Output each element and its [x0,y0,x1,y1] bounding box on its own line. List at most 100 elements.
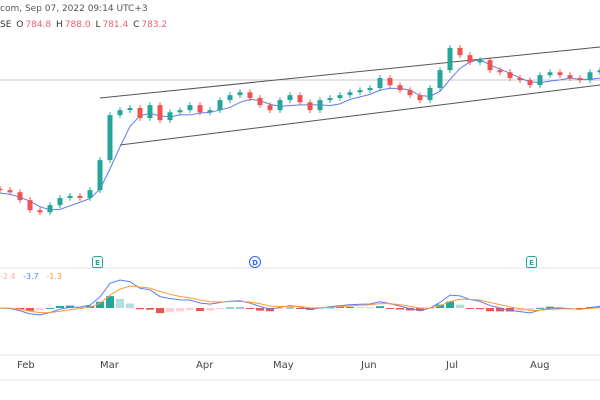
macd-histogram-bar [296,308,304,309]
candle-body [537,75,543,86]
macd-histogram-bar [126,303,134,308]
candle-body [237,92,243,96]
macd-histogram-bar [26,308,34,311]
candle-body [437,70,443,88]
candle-body [527,80,533,86]
macd-histogram-bar [306,308,314,310]
macd-line [0,279,600,316]
channel-upper-line [99,46,600,99]
macd-hist-value: -2.4 [0,272,16,281]
candle-body [327,98,333,101]
candle-body [337,95,343,98]
macd-histogram-bar [286,307,294,309]
macd-histogram-bar [216,308,224,309]
candle-body [577,78,583,81]
close-label: C [133,20,140,30]
macd-histogram-bar [196,308,204,312]
macd-histogram-bar [526,308,534,311]
candle-body [227,95,233,101]
ohlc-legend: SE O 784.8 H 788.0 L 781.4 C 783.2 [0,20,169,30]
price-chart[interactable] [0,0,600,356]
macd-histogram-bar [366,307,374,309]
candle-body [587,72,593,81]
earnings-event-icon[interactable]: E [92,256,103,268]
candle-body [37,210,43,213]
candle-body [457,48,463,56]
macd-histogram-bar [506,308,514,312]
macd-histogram-bar [446,301,454,308]
macd-histogram-bar [496,308,504,312]
macd-histogram-bar [416,308,424,311]
candle-body [287,95,293,101]
open-value: 784.8 [25,20,52,30]
macd-histogram-bar [36,308,44,311]
dividend-event-icon[interactable]: D [249,256,261,268]
macd-legend: -2.4 -3.7 -1.3 [0,272,67,281]
macd-histogram-bar [96,301,104,308]
month-label: Jun [361,360,377,371]
month-label: Feb [17,360,35,371]
candle-body [417,95,423,101]
candle-body [257,98,263,106]
candle-body [477,60,483,63]
time-axis-border [0,354,600,356]
candle-body [97,160,103,191]
macd-histogram-bar [336,306,344,308]
candle-body [427,88,433,101]
channel-lower-line [119,84,600,146]
macd-histogram-bar [486,308,494,312]
exchange-label: SE [0,20,12,30]
candle-body [597,70,600,73]
candle-body [397,85,403,91]
candle-body [367,88,373,91]
macd-histogram-bar [576,308,584,309]
candle-body [467,55,473,63]
open-label: O [16,20,24,30]
macd-histogram-bar [246,308,254,310]
macd-histogram-bar [206,308,214,311]
candle-body [57,198,63,206]
candle-body [567,75,573,78]
macd-histogram-bar [136,308,144,310]
macd-histogram-bar [56,305,64,308]
candle-body [47,205,53,213]
candle-body [517,78,523,81]
low-value: 781.4 [102,20,129,30]
macd-histogram-bar [256,308,264,311]
macd-histogram-bar [146,308,154,310]
candle-body [187,105,193,111]
candle-body [107,115,113,161]
macd-histogram-bar [546,306,554,308]
candle-body [27,200,33,211]
macd-histogram-bar [116,298,124,308]
bottom-border [0,379,600,381]
candle-body [297,95,303,103]
macd-histogram-bar [106,296,114,308]
macd-histogram-bar [316,308,324,309]
candle-body [307,102,313,111]
macd-histogram-bar [156,308,164,314]
candle-body [217,100,223,111]
candle-body [447,48,453,71]
candle-body [127,108,133,111]
earnings-event-icon[interactable]: E [526,256,537,268]
candle-body [157,105,163,121]
macd-histogram-bar [236,307,244,309]
macd-histogram-bar [376,306,384,308]
symbol-info: com, Sep 07, 2022 09:14 UTC+3 [0,4,148,14]
month-label: Jul [446,360,459,371]
candle-body [507,72,513,78]
high-label: H [56,20,63,30]
macd-signal-value: -1.3 [46,272,62,281]
candle-body [347,92,353,96]
macd-histogram-bar [186,308,194,311]
candle-body [387,78,393,86]
month-label: Mar [100,360,119,371]
pane-divider[interactable] [0,267,600,269]
candle-body [177,110,183,113]
candle-body [407,90,413,96]
candle-body [207,110,213,113]
macd-histogram-bar [346,306,354,308]
candle-body [67,195,73,198]
candle-body [377,78,383,88]
